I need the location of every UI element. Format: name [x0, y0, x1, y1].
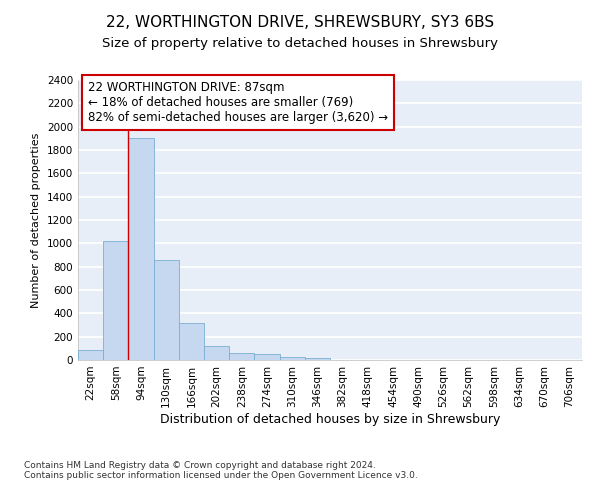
Text: Contains HM Land Registry data © Crown copyright and database right 2024.
Contai: Contains HM Land Registry data © Crown c… [24, 460, 418, 480]
Bar [128, 138, 154, 360]
Text: 22, WORTHINGTON DRIVE, SHREWSBURY, SY3 6BS: 22, WORTHINGTON DRIVE, SHREWSBURY, SY3 6… [106, 15, 494, 30]
Text: 22 WORTHINGTON DRIVE: 87sqm
← 18% of detached houses are smaller (769)
82% of se: 22 WORTHINGTON DRIVE: 87sqm ← 18% of det… [88, 82, 388, 124]
Bar [280, 356, 305, 360]
Bar [78, 350, 103, 360]
Bar [254, 354, 280, 360]
Bar [103, 241, 128, 360]
Bar [179, 322, 204, 360]
Bar [204, 346, 229, 360]
Y-axis label: Number of detached properties: Number of detached properties [31, 132, 41, 308]
Bar [154, 260, 179, 360]
X-axis label: Distribution of detached houses by size in Shrewsbury: Distribution of detached houses by size … [160, 412, 500, 426]
Bar [229, 353, 254, 360]
Text: Size of property relative to detached houses in Shrewsbury: Size of property relative to detached ho… [102, 38, 498, 51]
Bar [305, 358, 330, 360]
